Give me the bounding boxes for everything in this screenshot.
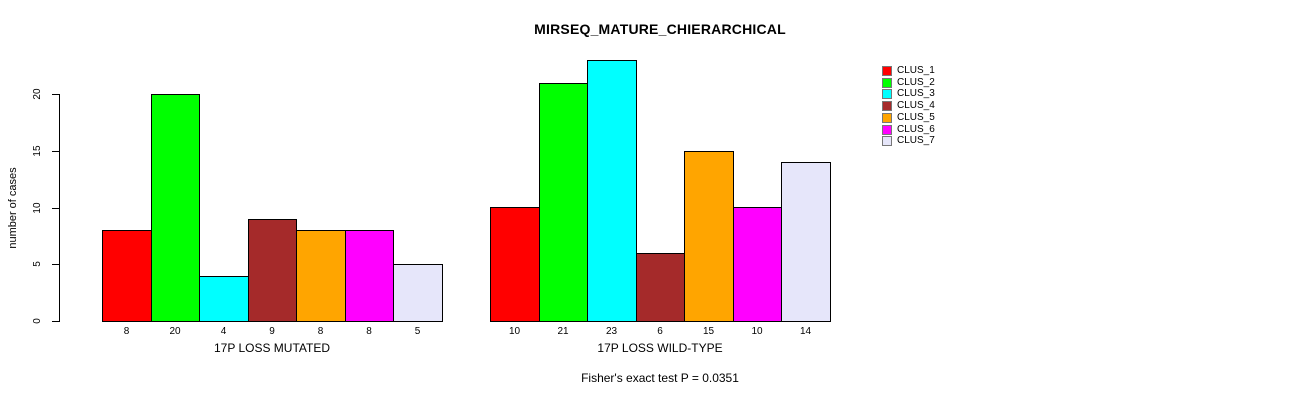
bar-group1-clus_7 <box>393 264 443 322</box>
bar-value-label: 21 <box>557 326 569 337</box>
legend-item-clus_1: CLUS_1 <box>882 65 935 76</box>
bar-group2-clus_6 <box>733 207 782 322</box>
legend-label: CLUS_4 <box>897 100 935 111</box>
legend-item-clus_4: CLUS_4 <box>882 100 935 111</box>
bar-group2-clus_5 <box>684 151 734 322</box>
legend-swatch-clus_6 <box>882 124 892 135</box>
legend-swatch-clus_3 <box>882 88 892 99</box>
bar-value-label: 8 <box>123 326 130 337</box>
legend-label: CLUS_1 <box>897 65 935 76</box>
x-group-label-mutated: 17P LOSS MUTATED <box>213 341 331 355</box>
bar-group1-clus_5 <box>296 230 346 322</box>
y-axis-tick <box>52 208 59 209</box>
legend-label: CLUS_5 <box>897 112 935 123</box>
y-axis-tick-label: 5 <box>32 261 43 267</box>
chart-title: MIRSEQ_MATURE_CHIERARCHICAL <box>534 21 786 37</box>
legend-item-clus_3: CLUS_3 <box>882 88 935 99</box>
y-axis-tick-label: 20 <box>32 88 43 100</box>
x-group-label-wild-type: 17P LOSS WILD-TYPE <box>597 341 723 355</box>
bar-group1-clus_1 <box>102 230 152 322</box>
legend-swatch-clus_7 <box>882 135 892 146</box>
bar-value-label: 10 <box>751 326 763 337</box>
y-axis-tick <box>52 321 59 322</box>
bar-value-label: 4 <box>220 326 227 337</box>
legend-item-clus_5: CLUS_5 <box>882 112 935 123</box>
bar-group2-clus_3 <box>587 60 637 322</box>
legend-swatch-clus_2 <box>882 77 892 88</box>
bar-value-label: 15 <box>702 326 715 337</box>
y-axis-tick-label: 15 <box>32 145 43 157</box>
fisher-test-note: Fisher's exact test P = 0.0351 <box>581 371 739 385</box>
y-axis-tick <box>52 151 59 152</box>
y-axis-tick <box>52 264 59 265</box>
bar-value-label: 5 <box>414 326 421 337</box>
legend-item-clus_6: CLUS_6 <box>882 124 935 135</box>
y-axis-tick-label: 0 <box>32 318 43 324</box>
bar-group2-clus_2 <box>539 83 588 322</box>
y-axis-tick-label: 10 <box>32 202 43 214</box>
bar-group1-clus_6 <box>345 230 394 322</box>
legend-label: CLUS_3 <box>897 88 935 99</box>
bar-value-label: 8 <box>317 326 324 337</box>
bar-value-label: 23 <box>605 326 618 337</box>
legend-swatch-clus_1 <box>882 65 892 76</box>
bar-group1-clus_4 <box>248 219 297 322</box>
y-axis-title: number of cases <box>7 167 19 249</box>
bar-value-label: 6 <box>657 326 663 337</box>
y-axis-line <box>59 94 60 322</box>
bar-value-label: 20 <box>169 326 181 337</box>
bar-value-label: 8 <box>366 326 372 337</box>
bar-group1-clus_3 <box>199 276 249 322</box>
legend-item-clus_7: CLUS_7 <box>882 135 935 146</box>
legend-item-clus_2: CLUS_2 <box>882 77 935 88</box>
y-axis-tick <box>52 94 59 95</box>
legend-label: CLUS_2 <box>897 77 935 88</box>
bar-group2-clus_1 <box>490 207 540 322</box>
bar-value-label: 14 <box>799 326 812 337</box>
legend-label: CLUS_7 <box>897 135 935 146</box>
bar-group1-clus_2 <box>151 94 200 322</box>
legend-swatch-clus_4 <box>882 100 892 111</box>
legend-swatch-clus_5 <box>882 112 892 123</box>
bar-value-label: 9 <box>269 326 275 337</box>
legend-label: CLUS_6 <box>897 124 935 135</box>
bar-group2-clus_4 <box>636 253 685 322</box>
bar-group2-clus_7 <box>781 162 831 322</box>
bar-value-label: 10 <box>508 326 521 337</box>
